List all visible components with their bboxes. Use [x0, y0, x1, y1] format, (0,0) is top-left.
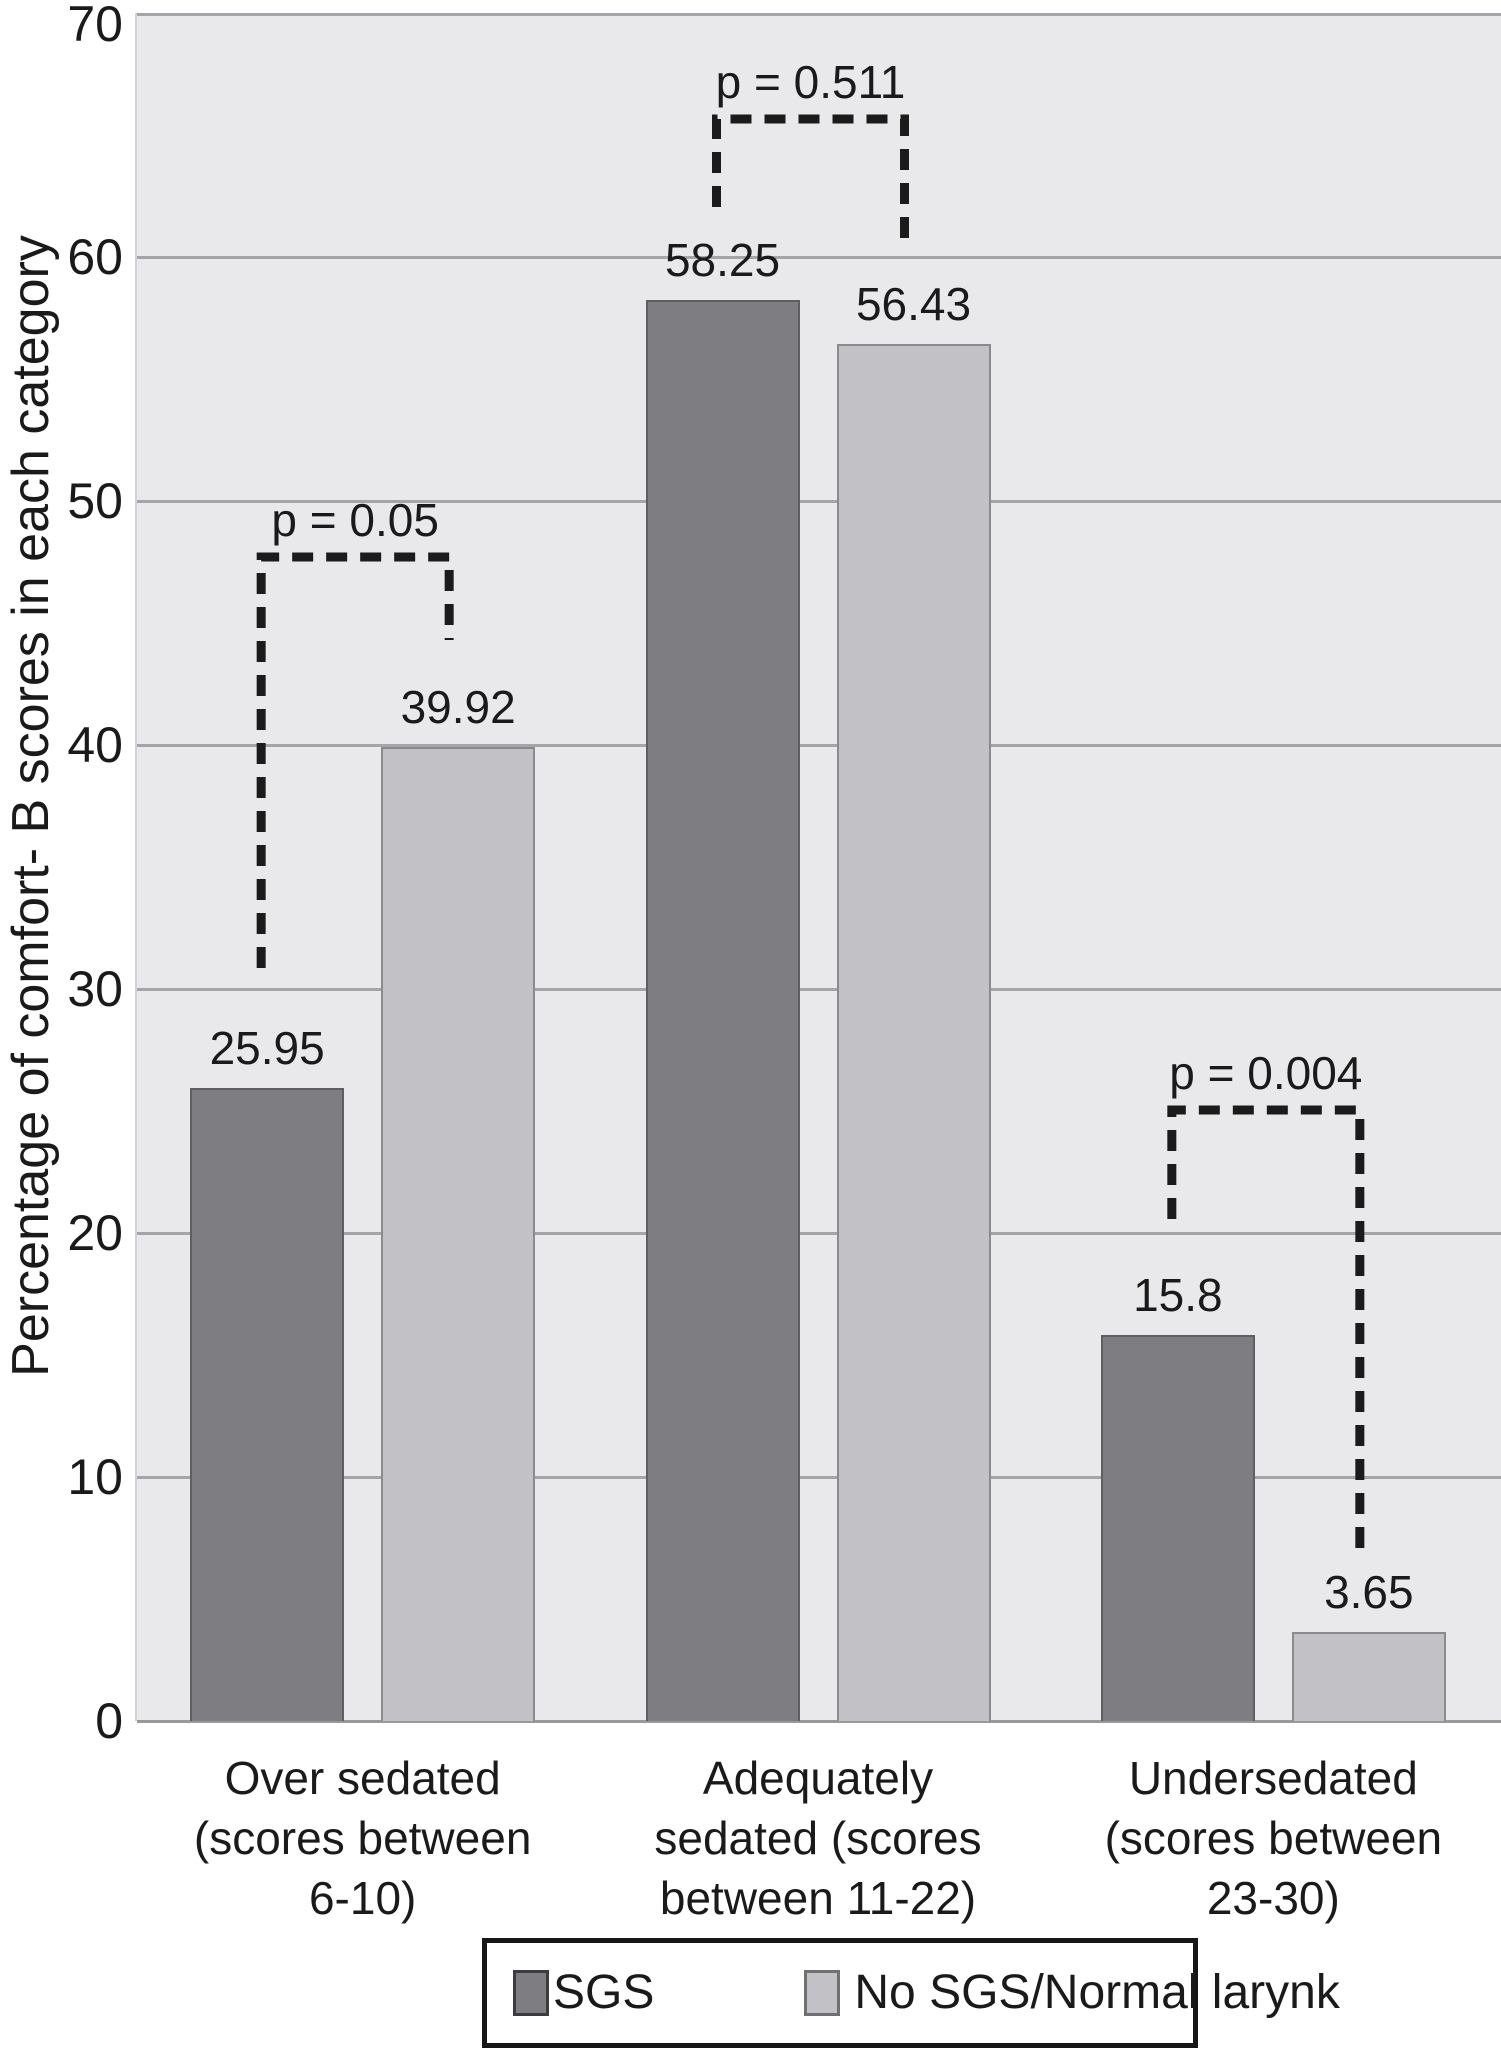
category-label-group1: Over sedated (scores between 6-10) — [128, 1748, 598, 1928]
bar-value-label: 3.65 — [1324, 1565, 1414, 1618]
bar-sgs-group2 — [645, 299, 800, 1721]
bar-value-label: 25.95 — [209, 1021, 325, 1074]
category-label-line: (scores between — [193, 1812, 532, 1864]
gridline-0 — [137, 1719, 1501, 1723]
y-axis-title: Percentage of comfort- B scores in each … — [2, 235, 60, 1377]
p-value-label: p = 0.05 — [271, 494, 439, 546]
category-label-group2: Adequately sedated (scores between 11-22) — [583, 1748, 1053, 1928]
bar-no-sgs-group1 — [381, 746, 536, 1721]
category-label-line: 6-10) — [308, 1872, 417, 1924]
gridline-30 — [137, 987, 1501, 991]
y-tick-label-70: 70 — [67, 0, 123, 52]
gridline-40 — [137, 743, 1501, 747]
sgs-legend-label: SGS — [553, 1966, 655, 2019]
no-sgs-legend-label: No SGS/Normal larynk — [854, 1966, 1340, 2019]
gridline-20 — [137, 1231, 1501, 1235]
category-label-group3: Undersedated (scores between 23-30) — [1038, 1748, 1501, 1928]
category-label-line: Adequately — [702, 1752, 934, 1804]
y-tick-label-40: 40 — [67, 717, 123, 773]
category-label-line: Over sedated — [224, 1752, 501, 1804]
category-label-line: between 11-22) — [659, 1872, 977, 1924]
sgs-legend-swatch-icon — [513, 1970, 549, 2016]
gridline-70 — [137, 13, 1501, 16]
p-value-label: p = 0.511 — [715, 56, 906, 108]
bar-no-sgs-group2 — [836, 344, 991, 1721]
y-tick-label-10: 10 — [67, 1449, 123, 1505]
no-sgs-legend-swatch-icon — [804, 1970, 841, 2016]
y-tick-label-30: 30 — [67, 961, 123, 1017]
gridline-50 — [137, 499, 1501, 503]
y-tick-label-50: 50 — [67, 473, 123, 529]
category-label-line: Undersedated — [1128, 1752, 1418, 1804]
bar-sgs-group3 — [1100, 1335, 1255, 1721]
bar-sgs-group1 — [190, 1087, 345, 1721]
gridline-10 — [137, 1475, 1501, 1479]
bar-value-label: 58.25 — [664, 233, 781, 286]
category-label-line: sedated (scores — [654, 1812, 982, 1864]
bar-value-label: 56.43 — [855, 278, 972, 331]
y-tick-label-0: 0 — [95, 1693, 123, 1749]
y-tick-label-20: 20 — [67, 1205, 123, 1261]
y-tick-label-60: 60 — [67, 229, 123, 285]
p-value-label: p = 0.004 — [1169, 1047, 1363, 1099]
category-label-line: 23-30) — [1206, 1872, 1340, 1924]
bar-value-label: 39.92 — [400, 680, 516, 733]
bar-no-sgs-group3 — [1291, 1631, 1446, 1721]
legend: SGS No SGS/Normal larynk — [482, 1938, 1340, 2048]
category-label-line: (scores between — [1104, 1812, 1443, 1864]
bar-value-label: 15.8 — [1133, 1269, 1223, 1322]
gridline-60 — [137, 255, 1501, 259]
